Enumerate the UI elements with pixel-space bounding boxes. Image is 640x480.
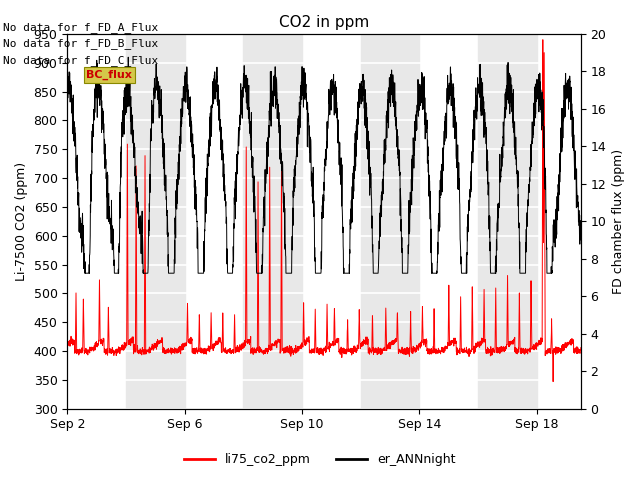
Bar [361, 34, 419, 408]
Bar [67, 34, 126, 408]
Bar [126, 34, 185, 408]
Bar [478, 34, 537, 408]
Bar [243, 34, 302, 408]
Bar [537, 34, 596, 408]
Bar [478, 34, 537, 408]
Text: No data for f_FD_A_Flux: No data for f_FD_A_Flux [3, 22, 159, 33]
Title: CO2 in ppm: CO2 in ppm [279, 15, 369, 30]
Bar [243, 34, 302, 408]
Y-axis label: FD chamber flux (ppm): FD chamber flux (ppm) [612, 149, 625, 294]
Bar [185, 34, 243, 408]
Bar [361, 34, 419, 408]
Text: No data for f_FD_B_Flux: No data for f_FD_B_Flux [3, 38, 159, 49]
Bar [126, 34, 185, 408]
Bar [302, 34, 361, 408]
Text: BC_flux: BC_flux [86, 70, 132, 80]
Legend: li75_co2_ppm, er_ANNnight: li75_co2_ppm, er_ANNnight [179, 448, 461, 471]
Bar [419, 34, 478, 408]
Text: No data for f_FD_C_Flux: No data for f_FD_C_Flux [3, 55, 159, 66]
Y-axis label: Li-7500 CO2 (ppm): Li-7500 CO2 (ppm) [15, 162, 28, 281]
